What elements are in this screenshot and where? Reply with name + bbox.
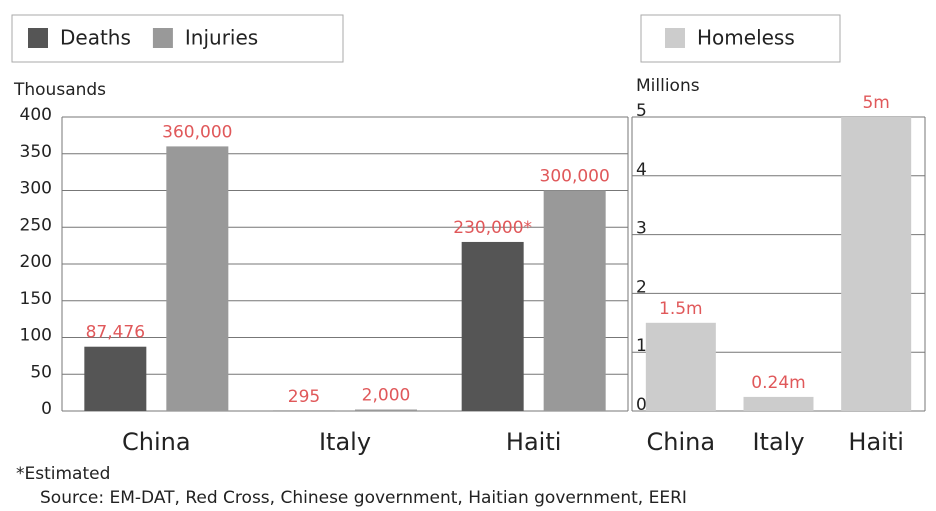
source: Source: EM-DAT, Red Cross, Chinese gover… xyxy=(40,488,687,508)
legend-swatch xyxy=(665,28,685,48)
y-axis-label: Thousands xyxy=(13,80,106,100)
y-tick-label: 200 xyxy=(20,252,52,272)
y-tick-label: 5 xyxy=(636,101,647,121)
y-axis-label: Millions xyxy=(636,76,700,96)
bar xyxy=(355,409,417,411)
x-tick-label: China xyxy=(122,428,191,456)
data-label: 300,000 xyxy=(540,167,610,187)
data-label: 360,000 xyxy=(162,122,232,142)
legend-label: Homeless xyxy=(697,26,795,50)
y-tick-label: 1 xyxy=(636,336,647,356)
data-label: 2,000 xyxy=(362,386,411,406)
data-label: 1.5m xyxy=(659,299,703,319)
y-tick-label: 100 xyxy=(20,326,52,346)
bar xyxy=(461,241,524,411)
y-tick-label: 2 xyxy=(636,277,647,297)
y-tick-label: 3 xyxy=(636,219,647,239)
bar xyxy=(743,396,814,411)
footnote: *Estimated xyxy=(16,464,110,484)
y-tick-label: 350 xyxy=(20,142,52,162)
x-tick-label: Italy xyxy=(752,428,804,456)
y-tick-label: 4 xyxy=(636,160,647,180)
legend-swatch xyxy=(152,28,173,48)
legend-label: Deaths xyxy=(60,26,131,50)
y-tick-label: 300 xyxy=(20,179,52,199)
bar xyxy=(841,117,912,411)
data-label: 87,476 xyxy=(86,323,145,343)
y-tick-label: 400 xyxy=(20,105,52,125)
x-tick-label: Haiti xyxy=(506,428,562,456)
data-label: 230,000* xyxy=(453,218,532,238)
bar xyxy=(166,146,229,411)
y-tick-label: 150 xyxy=(20,289,52,309)
y-tick-label: 0 xyxy=(636,395,647,415)
bar xyxy=(543,190,606,411)
y-tick-label: 50 xyxy=(30,362,52,382)
y-tick-label: 250 xyxy=(20,215,52,235)
x-tick-label: Italy xyxy=(319,428,371,456)
legend-box xyxy=(11,14,344,63)
x-tick-label: China xyxy=(647,428,716,456)
data-label: 5m xyxy=(862,93,889,113)
legend-label: Injuries xyxy=(185,26,258,50)
legend-swatch xyxy=(28,28,48,48)
y-tick-label: 0 xyxy=(41,399,52,419)
data-label: 0.24m xyxy=(751,373,805,393)
bar xyxy=(645,322,716,411)
bar xyxy=(84,346,147,411)
data-label: 295 xyxy=(288,387,320,407)
x-tick-label: Haiti xyxy=(848,428,904,456)
